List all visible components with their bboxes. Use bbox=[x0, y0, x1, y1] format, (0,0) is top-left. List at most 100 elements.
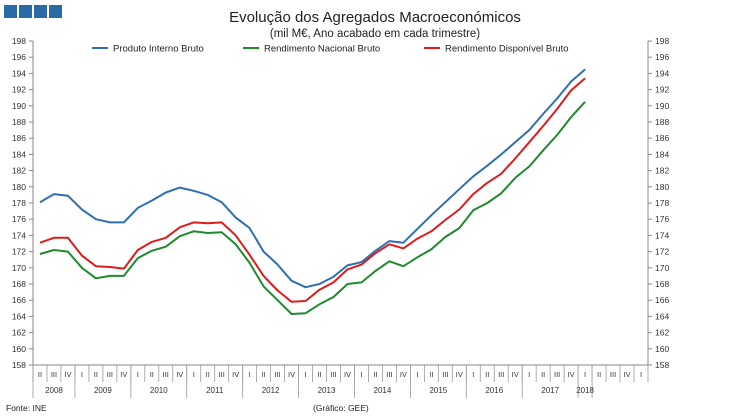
quarter-label: I bbox=[584, 370, 586, 379]
series-line-3 bbox=[39, 77, 586, 303]
right-y-tick-label: 170 bbox=[655, 263, 669, 273]
quarter-label: IV bbox=[232, 370, 239, 379]
year-label: 2008 bbox=[45, 386, 63, 395]
left-y-tick-label: 158 bbox=[12, 360, 26, 370]
year-label: 2017 bbox=[541, 386, 559, 395]
left-y-tick-label: 172 bbox=[12, 247, 26, 257]
year-label: 2014 bbox=[374, 386, 392, 395]
quarter-label: IV bbox=[623, 370, 630, 379]
year-label: 2016 bbox=[485, 386, 503, 395]
quarter-label: I bbox=[305, 370, 307, 379]
logo-square-3-icon bbox=[34, 5, 47, 18]
quarter-label: III bbox=[219, 370, 225, 379]
quarter-label: III bbox=[386, 370, 392, 379]
quarter-label: IV bbox=[344, 370, 351, 379]
right-y-tick-label: 188 bbox=[655, 117, 669, 127]
logo-square-2-icon bbox=[19, 5, 32, 18]
left-y-tick-label: 198 bbox=[12, 36, 26, 46]
quarter-label: IV bbox=[400, 370, 407, 379]
quarter-label: I bbox=[249, 370, 251, 379]
series-line-1 bbox=[39, 68, 586, 289]
quarter-label: II bbox=[317, 370, 321, 379]
quarter-label: II bbox=[541, 370, 545, 379]
left-y-tick-label: 184 bbox=[12, 149, 26, 159]
right-y-tick-label: 172 bbox=[655, 247, 669, 257]
left-y-tick-label: 168 bbox=[12, 279, 26, 289]
quarter-label: I bbox=[472, 370, 474, 379]
quarter-label: II bbox=[373, 370, 377, 379]
quarter-label: III bbox=[163, 370, 169, 379]
right-y-tick-label: 198 bbox=[655, 36, 669, 46]
quarter-label: III bbox=[274, 370, 280, 379]
right-y-tick-label: 190 bbox=[655, 101, 669, 111]
chart-subtitle: (mil M€, Ano acabado em cada trimestre) bbox=[269, 28, 481, 40]
quarter-label: IV bbox=[176, 370, 183, 379]
right-y-tick-label: 166 bbox=[655, 295, 669, 305]
year-label: 2010 bbox=[150, 386, 168, 395]
quarter-label: IV bbox=[64, 370, 71, 379]
quarter-label: IV bbox=[456, 370, 463, 379]
chart-title: Evolução dos Agregados Macroeconómicos bbox=[229, 9, 521, 26]
year-label: 2015 bbox=[429, 386, 447, 395]
logo-square-4-icon bbox=[49, 5, 62, 18]
quarter-label: IV bbox=[568, 370, 575, 379]
quarter-label: II bbox=[206, 370, 210, 379]
right-y-tick-label: 192 bbox=[655, 85, 669, 95]
year-label: 2018 bbox=[576, 386, 594, 395]
right-y-tick-label: 160 bbox=[655, 344, 669, 354]
quarter-label: II bbox=[485, 370, 489, 379]
quarter-label: II bbox=[94, 370, 98, 379]
quarter-label: I bbox=[360, 370, 362, 379]
legend-label-3: Rendimento Disponível Bruto bbox=[445, 44, 569, 55]
left-y-tick-label: 162 bbox=[12, 328, 26, 338]
left-y-tick-label: 182 bbox=[12, 166, 26, 176]
quarter-label: IV bbox=[512, 370, 519, 379]
right-y-tick-label: 178 bbox=[655, 198, 669, 208]
quarter-label: I bbox=[528, 370, 530, 379]
right-y-tick-label: 174 bbox=[655, 230, 669, 240]
right-y-tick-label: 162 bbox=[655, 328, 669, 338]
legend-label-2: Rendimento Nacional Bruto bbox=[264, 44, 380, 55]
left-y-tick-label: 194 bbox=[12, 68, 26, 78]
quarter-label: I bbox=[640, 370, 642, 379]
quarter-label: I bbox=[81, 370, 83, 379]
quarter-label: IV bbox=[120, 370, 127, 379]
right-y-tick-label: 180 bbox=[655, 182, 669, 192]
right-y-tick-label: 164 bbox=[655, 311, 669, 321]
right-y-tick-label: 158 bbox=[655, 360, 669, 370]
footer-source: Fonte: INE bbox=[6, 403, 47, 413]
quarter-label: II bbox=[150, 370, 154, 379]
quarter-label: I bbox=[137, 370, 139, 379]
right-y-tick-label: 168 bbox=[655, 279, 669, 289]
left-y-tick-label: 166 bbox=[12, 295, 26, 305]
quarter-label: III bbox=[554, 370, 560, 379]
right-y-tick-label: 186 bbox=[655, 133, 669, 143]
year-label: 2012 bbox=[262, 386, 280, 395]
legend-label-1: Produto Interno Bruto bbox=[113, 44, 204, 55]
logo-square-1-icon bbox=[4, 5, 17, 18]
quarter-label: II bbox=[597, 370, 601, 379]
left-y-tick-label: 196 bbox=[12, 52, 26, 62]
year-label: 2009 bbox=[94, 386, 112, 395]
quarter-label: II bbox=[262, 370, 266, 379]
left-y-tick-label: 188 bbox=[12, 117, 26, 127]
left-y-tick-label: 176 bbox=[12, 214, 26, 224]
right-y-tick-label: 194 bbox=[655, 68, 669, 78]
left-y-tick-label: 164 bbox=[12, 311, 26, 321]
quarter-label: III bbox=[107, 370, 113, 379]
quarter-label: II bbox=[38, 370, 42, 379]
left-y-tick-label: 186 bbox=[12, 133, 26, 143]
right-y-tick-label: 176 bbox=[655, 214, 669, 224]
left-y-tick-label: 178 bbox=[12, 198, 26, 208]
quarter-label: III bbox=[610, 370, 616, 379]
quarter-label: I bbox=[193, 370, 195, 379]
right-y-tick-label: 184 bbox=[655, 149, 669, 159]
right-y-tick-label: 196 bbox=[655, 52, 669, 62]
quarter-label: II bbox=[429, 370, 433, 379]
footer-credit: (Gráfico: GEE) bbox=[313, 403, 369, 413]
year-label: 2011 bbox=[206, 386, 224, 395]
right-y-tick-label: 182 bbox=[655, 166, 669, 176]
series-line-2 bbox=[39, 101, 586, 315]
left-y-tick-label: 174 bbox=[12, 230, 26, 240]
